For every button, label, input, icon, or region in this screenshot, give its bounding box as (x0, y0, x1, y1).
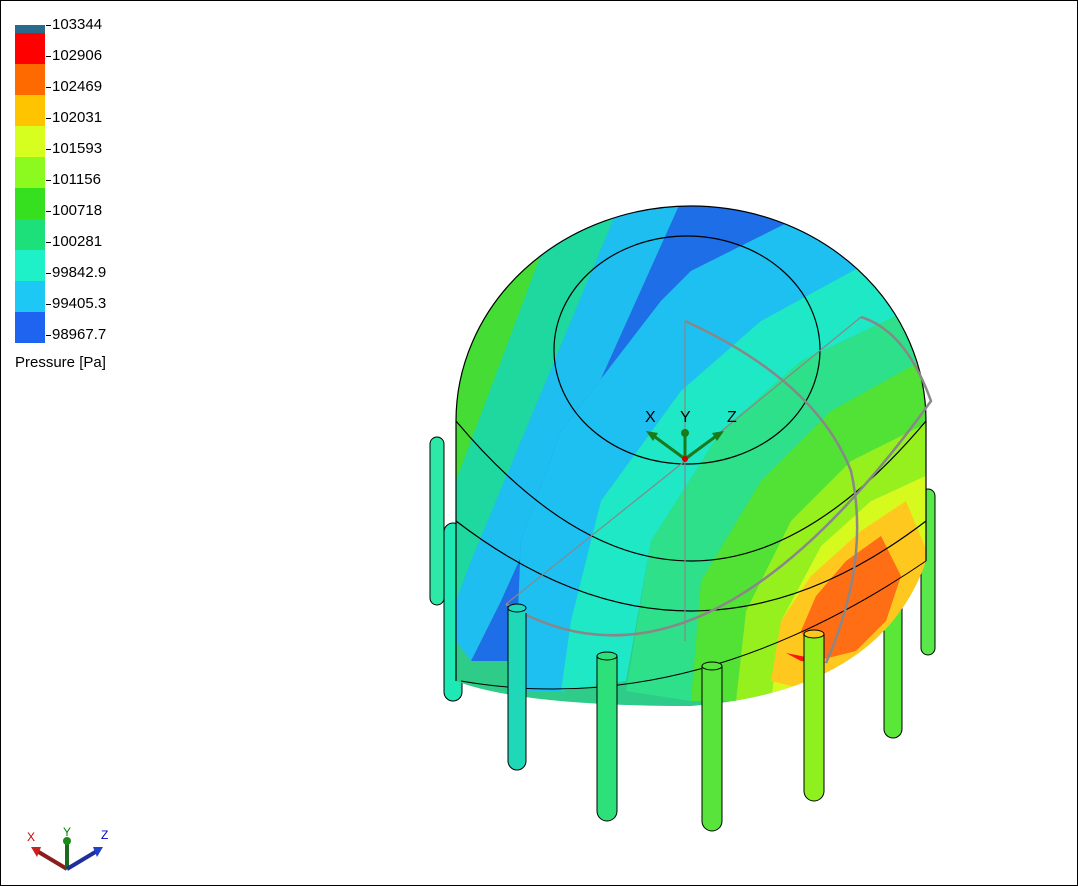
axis-label-y: Y (680, 409, 691, 426)
legend-swatch (15, 95, 45, 126)
legend-swatch (15, 157, 45, 188)
triad-label-x: X (27, 830, 35, 844)
legend-tick-label: 100281 (52, 233, 103, 250)
center-axis-marker: X Y Z (645, 409, 737, 462)
pressure-legend: 103344 102906 102469 102031 101593 10115… (13, 5, 173, 385)
triad-label-y: Y (63, 827, 71, 839)
legend-swatch (15, 33, 45, 64)
axis-label-z: Z (727, 409, 737, 426)
legend-tick-label: 101156 (52, 171, 101, 188)
legend-title: Pressure [Pa] (15, 354, 106, 371)
orientation-triad[interactable]: X Y Z (25, 827, 115, 885)
legend-swatch (15, 25, 45, 33)
legend-tick-label: 102469 (52, 78, 103, 95)
sphere-wireframe (455, 205, 933, 690)
legend-tick-label: 99405.3 (52, 295, 107, 312)
legend-tick-label: 99842.9 (52, 264, 107, 281)
legend-swatch (15, 312, 45, 343)
legend-swatch (15, 219, 45, 250)
legend-tick-label: 98967.7 (52, 326, 107, 343)
legend-tick-label: 101593 (52, 140, 103, 157)
legend-tick-label: 103344 (52, 16, 103, 33)
legend-tick-label: 102906 (52, 47, 103, 64)
axis-label-x: X (645, 409, 656, 426)
legend-swatch (15, 126, 45, 157)
legend-swatch (15, 188, 45, 219)
legend-tick-label: 102031 (52, 109, 103, 126)
legend-swatch (15, 281, 45, 312)
triad-label-z: Z (101, 828, 108, 842)
legend-swatch (15, 250, 45, 281)
legend-swatch (15, 64, 45, 95)
legend-tick-label: 100718 (52, 202, 103, 219)
legs-front (507, 603, 825, 832)
